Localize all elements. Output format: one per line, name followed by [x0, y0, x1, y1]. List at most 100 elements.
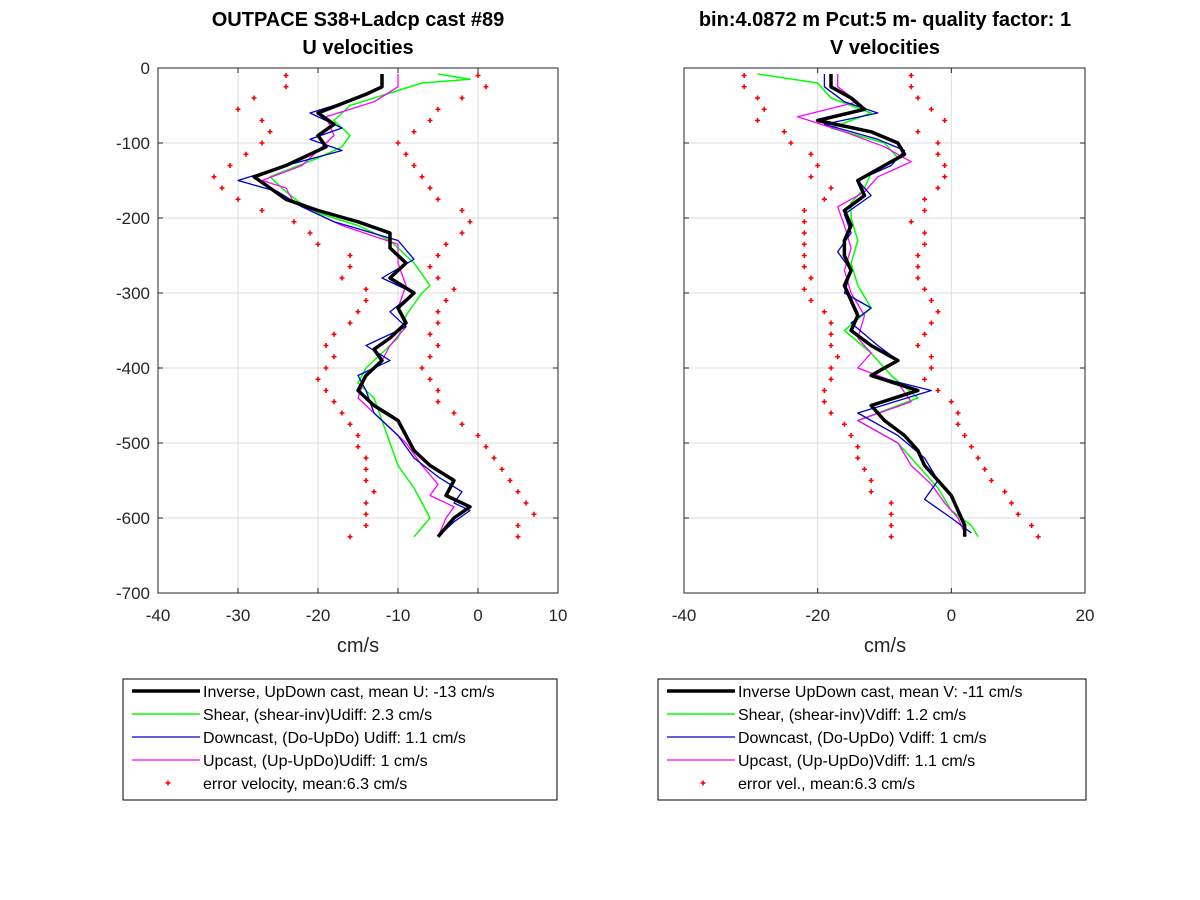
right-error-point	[781, 129, 787, 135]
left-error-point	[251, 95, 257, 101]
right-error-point	[915, 264, 921, 270]
right-error-point	[815, 163, 821, 168]
left-xlabel: cm/s	[337, 635, 379, 657]
right-error-point	[908, 84, 914, 90]
left-error-point	[331, 354, 337, 360]
right-error-point	[942, 118, 948, 123]
right-error-point	[801, 286, 807, 292]
right-error-point	[841, 421, 847, 427]
left-error-point	[491, 455, 497, 461]
left-ticks: -40 -30 -20 -10 0 100-100-200-300-400-500-600…	[116, 59, 567, 625]
left-error-point	[451, 286, 457, 292]
right-error-point	[935, 185, 941, 191]
right-error-point	[808, 151, 814, 157]
left-xtick-label: -10	[386, 606, 411, 625]
left-error-point	[411, 163, 417, 168]
left-inverse-line	[252, 74, 472, 538]
right-inverse-line	[815, 74, 967, 537]
left-error-point	[323, 343, 329, 348]
right-legend-label: Downcast, (Do-UpDo) Vdiff: 1 cm/s	[738, 730, 987, 747]
left-error-point	[475, 73, 481, 78]
right-ticks: -40 -20 0 20	[672, 67, 1094, 625]
right-error-point	[928, 365, 934, 371]
right-error-point	[801, 241, 807, 247]
left-error-point	[291, 219, 297, 225]
right-error-point	[808, 275, 814, 281]
right-axes-box	[683, 67, 1086, 594]
right-error-point	[828, 365, 834, 371]
right-upcast-line	[796, 74, 966, 534]
left-error-point	[467, 219, 473, 225]
right-error-point	[988, 478, 994, 483]
right-error-point	[801, 219, 807, 225]
left-error-point	[235, 196, 241, 202]
left-legend-marker	[165, 780, 171, 786]
left-xtick-label: -20	[306, 606, 331, 625]
left-error-point	[483, 84, 489, 90]
left-error-point	[363, 511, 369, 517]
right-xtick-label: -40	[672, 606, 697, 625]
left-error-point	[435, 275, 441, 281]
right-error-point	[808, 298, 814, 303]
right-error-point	[828, 320, 834, 326]
left-error-point	[435, 320, 441, 326]
left-error-point	[323, 388, 329, 393]
left-error-point	[363, 466, 369, 472]
left-error-point	[435, 196, 441, 202]
right-error-point	[928, 354, 934, 360]
right-title: bin:4.0872 m Pcut:5 m- quality factor: 1	[699, 9, 1071, 31]
right-error-point	[935, 309, 941, 315]
left-ytick-label: -400	[116, 359, 150, 378]
right-error-point	[821, 309, 827, 315]
right-error-point	[935, 140, 941, 146]
left-error-point	[219, 185, 225, 191]
right-error-point	[975, 455, 981, 461]
left-error-point	[307, 230, 313, 236]
right-error-point	[935, 388, 941, 393]
v-velocity-panel: bin:4.0872 m Pcut:5 m- quality factor: 1…	[657, 9, 1094, 801]
right-legend-marker	[700, 780, 706, 786]
left-error-point	[267, 129, 273, 135]
left-error-point	[363, 455, 369, 461]
right-error-point	[922, 241, 928, 247]
right-error-point	[942, 163, 948, 168]
right-legend: Inverse UpDown cast, mean V: -11 cm/s She…	[657, 678, 1087, 801]
right-error-point	[835, 354, 841, 360]
left-error-point	[315, 376, 321, 382]
right-error-point	[922, 286, 928, 292]
left-error-point	[347, 264, 353, 270]
left-error-point	[523, 500, 529, 506]
left-error-point	[435, 388, 441, 393]
right-xtick-label: 0	[947, 606, 956, 625]
left-error-point	[315, 241, 321, 247]
left-error-point	[395, 140, 401, 146]
right-error-point	[848, 433, 854, 438]
left-error-point	[347, 534, 353, 540]
left-error-point	[459, 95, 465, 101]
right-error-point	[1029, 523, 1035, 528]
right-legend-label: error vel., mean:6.3 cm/s	[738, 776, 915, 793]
left-error-point	[515, 489, 521, 495]
left-error-point	[339, 410, 345, 416]
left-error-point	[347, 320, 353, 326]
left-upcast-line	[261, 74, 455, 538]
left-error-point	[419, 174, 425, 180]
right-error-point	[788, 140, 794, 146]
right-error-point	[908, 219, 914, 225]
right-error-point	[888, 523, 894, 528]
left-error-point	[371, 489, 377, 495]
left-error-point	[331, 331, 337, 337]
right-error-point	[855, 444, 861, 450]
left-ytick-label: -200	[116, 209, 150, 228]
right-error-point	[801, 264, 807, 270]
left-error-point	[427, 376, 433, 382]
left-error-point	[227, 163, 233, 168]
right-error-point	[828, 376, 834, 382]
right-error-point	[908, 73, 914, 78]
left-error-point	[235, 106, 241, 112]
left-error-point	[427, 118, 433, 123]
right-subtitle: V velocities	[830, 37, 940, 59]
right-error-point	[968, 444, 974, 450]
left-error-point	[435, 399, 441, 405]
left-error-point	[499, 466, 505, 472]
